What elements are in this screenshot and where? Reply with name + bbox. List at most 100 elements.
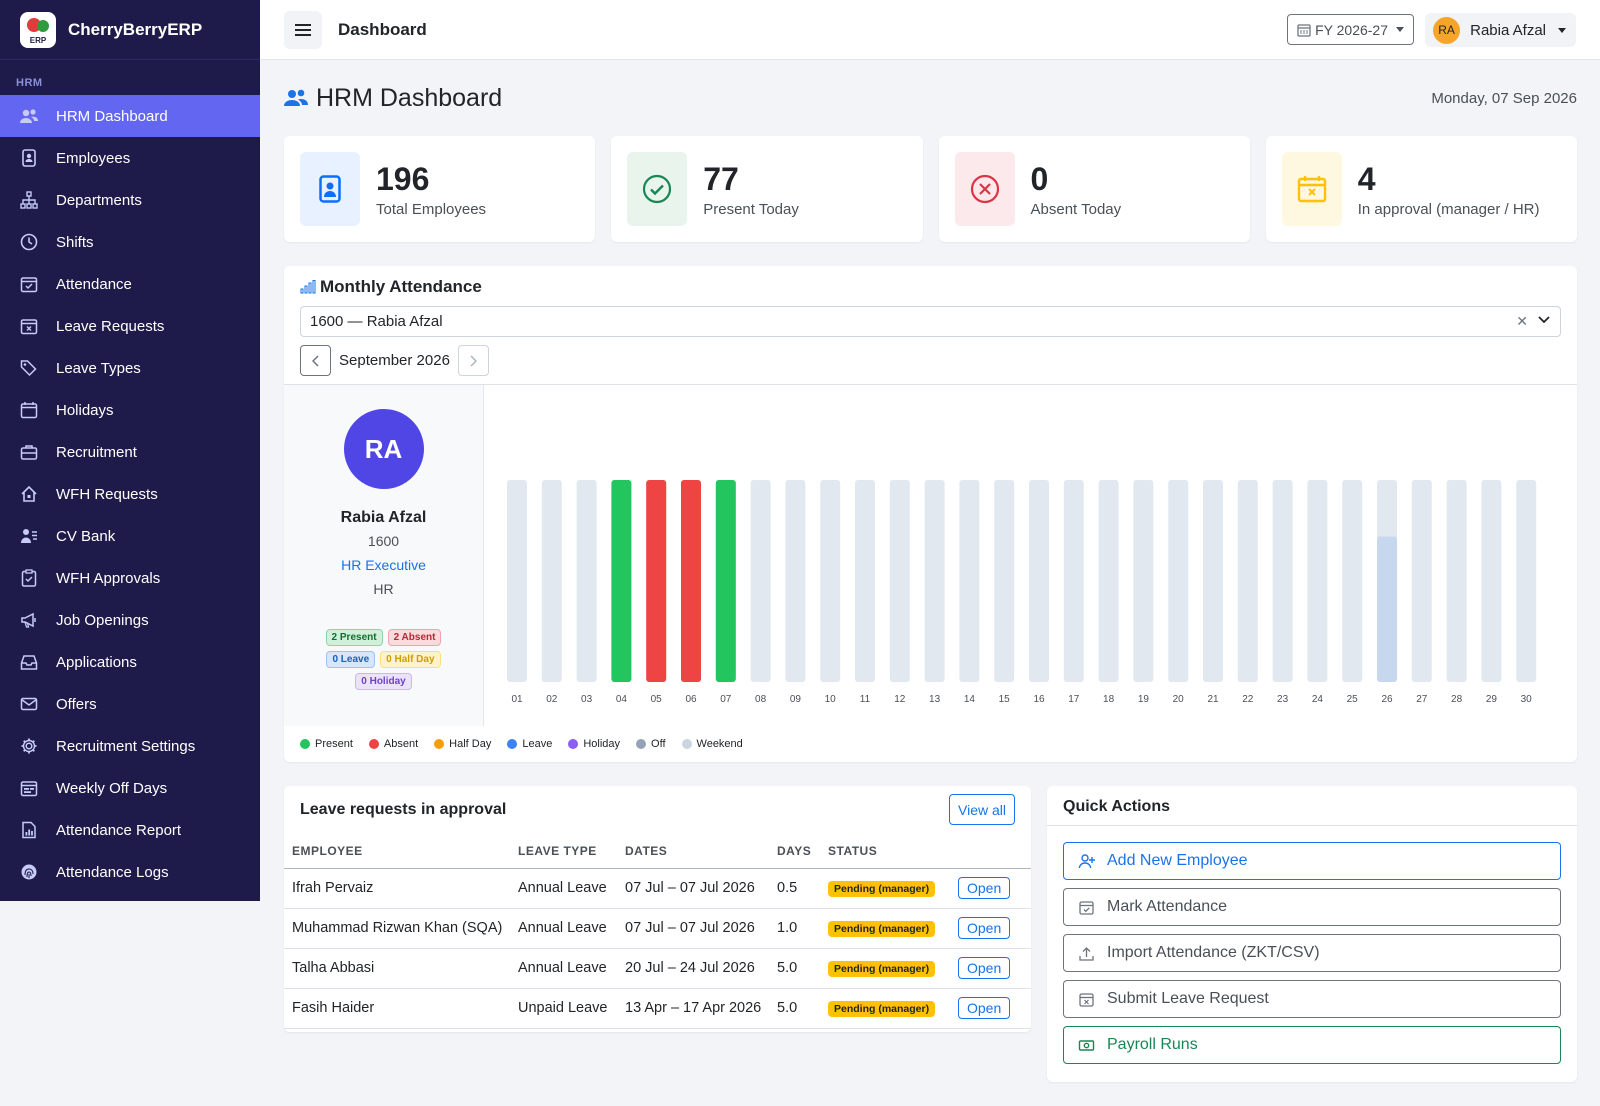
sidebar-item-recruitment[interactable]: Recruitment <box>0 431 260 473</box>
stat-label: Total Employees <box>376 200 487 218</box>
page-header: HRM Dashboard Monday, 07 Sep 2026 <box>284 60 1577 136</box>
stat-value: 0 <box>1030 160 1049 197</box>
menu-toggle-button[interactable] <box>284 10 322 49</box>
open-button[interactable]: Open <box>958 877 1011 899</box>
clear-icon[interactable]: ✕ <box>1516 313 1528 329</box>
user-name: Rabia Afzal <box>1470 21 1546 39</box>
open-button[interactable]: Open <box>958 957 1011 979</box>
bar-present-day-04[interactable] <box>611 480 632 682</box>
quick-action-label: Import Attendance (ZKT/CSV) <box>1107 944 1320 961</box>
sidebar-item-recruitment-settings[interactable]: Recruitment Settings <box>0 725 260 767</box>
x-tick-label: 27 <box>1416 694 1428 705</box>
halfday-count-badge: 0 Half Day <box>380 651 441 668</box>
brand[interactable]: ERP CherryBerryERP <box>0 0 260 60</box>
legend-swatch <box>568 739 579 749</box>
sidebar-item-departments[interactable]: Departments <box>0 179 260 221</box>
quick-action-payroll-runs-button[interactable]: Payroll Runs <box>1063 1026 1561 1064</box>
fiscal-year-select[interactable]: FY 2026-27 <box>1287 14 1414 45</box>
sidebar-item-label: WFH Approvals <box>56 569 161 587</box>
stat-icon-bg <box>627 152 688 226</box>
house-icon <box>21 485 37 502</box>
caret-down-icon <box>1396 27 1404 32</box>
stat-card-absent-today: 0 Absent Today <box>938 136 1250 242</box>
absent-count-badge: 2 Absent <box>387 629 442 646</box>
sidebar-item-hrm-dashboard[interactable]: HRM Dashboard <box>0 95 260 137</box>
cell-status: Pending (manager) <box>820 908 950 949</box>
sidebar-item-holidays[interactable]: Holidays <box>0 389 260 431</box>
sidebar-item-job-openings[interactable]: Job Openings <box>0 599 260 641</box>
gear-icon <box>21 738 37 754</box>
sidebar: ERP CherryBerryERP HRM HRM Dashboard Empl… <box>0 0 260 901</box>
bar-track <box>1411 480 1432 682</box>
sidebar-item-employees[interactable]: Employees <box>0 137 260 179</box>
prev-month-button[interactable] <box>300 345 331 376</box>
sidebar-item-label: Shifts <box>56 233 94 251</box>
status-badge: Pending (manager) <box>828 920 936 937</box>
clock-icon <box>20 233 38 251</box>
cell-employee: Talha Abbasi <box>284 948 510 989</box>
sidebar-item-wfh-requests[interactable]: WFH Requests <box>0 473 260 515</box>
stat-label: Absent Today <box>1030 200 1122 218</box>
users-icon <box>284 89 308 106</box>
attendance-body: RA Rabia Afzal 1600 HR Executive HR 2 Pr… <box>284 384 1577 726</box>
bar-partial-day-26[interactable] <box>1377 536 1397 682</box>
sidebar-item-cv-bank[interactable]: CV Bank <box>0 515 260 557</box>
table-row: Muhammad Rizwan Khan (SQA) Annual Leave 07… <box>284 908 1031 949</box>
quick-action-import-attendance-zkt-csv-button[interactable]: Import Attendance (ZKT/CSV) <box>1063 934 1561 972</box>
x-tick-label: 04 <box>616 694 628 705</box>
cell-days: 1.0 <box>769 908 820 949</box>
x-tick-label: 18 <box>1103 694 1115 705</box>
sidebar-item-attendance-report[interactable]: Attendance Report <box>0 809 260 851</box>
bar-track <box>1133 480 1154 682</box>
bar-present-day-07[interactable] <box>715 480 736 682</box>
attendance-chart: 01 02 03 04 05 06 07 08 09 10 11 12 13 14 15 16 17 18 19 20… <box>507 480 1537 705</box>
view-all-button[interactable]: View all <box>949 794 1015 825</box>
x-tick-label: 11 <box>860 694 871 705</box>
sidebar-item-label: Offers <box>56 695 97 713</box>
table-row: Talha Abbasi Annual Leave 20 Jul – 24 Jul … <box>284 948 1031 989</box>
employee-select[interactable]: 1600 — Rabia Afzal ✕ <box>300 306 1561 337</box>
sidebar-item-label: Employees <box>56 149 131 167</box>
employee-role: HR Executive <box>341 557 426 573</box>
legend-item-present: Present <box>300 738 353 750</box>
month-navigator: September 2026 <box>300 345 489 376</box>
sidebar-item-label: Holidays <box>56 401 114 419</box>
sidebar-item-shifts[interactable]: Shifts <box>0 221 260 263</box>
sidebar-item-label: Leave Requests <box>56 317 165 335</box>
table-row: Fasih Haider Unpaid Leave 13 Apr – 17 Apr … <box>284 988 1031 1029</box>
bar-track <box>820 480 841 682</box>
sidebar-item-leave-types[interactable]: Leave Types <box>0 347 260 389</box>
sidebar-item-offers[interactable]: Offers <box>0 683 260 725</box>
sidebar-item-leave-requests[interactable]: Leave Requests <box>0 305 260 347</box>
sidebar-item-attendance-logs[interactable]: Attendance Logs <box>0 851 260 893</box>
col-days: DAYS <box>769 834 820 869</box>
legend-label: Absent <box>383 738 419 750</box>
user-menu[interactable]: RA Rabia Afzal <box>1425 13 1576 47</box>
sidebar-item-weekly-off-days[interactable]: Weekly Off Days <box>0 767 260 809</box>
sidebar-item-attendance[interactable]: Attendance <box>0 263 260 305</box>
cell-status: Pending (manager) <box>820 948 950 989</box>
open-button[interactable]: Open <box>958 917 1011 939</box>
sidebar-item-label: Attendance Report <box>56 821 182 839</box>
chevron-down-icon <box>1538 316 1550 324</box>
quick-action-mark-attendance-button[interactable]: Mark Attendance <box>1063 888 1561 926</box>
id-badge-icon <box>319 175 341 203</box>
bar-track <box>889 480 910 682</box>
x-tick-label: 17 <box>1068 694 1080 705</box>
x-tick-label: 30 <box>1521 694 1533 705</box>
bar-absent-day-06[interactable] <box>681 480 701 682</box>
quick-action-add-new-employee-button[interactable]: Add New Employee <box>1063 842 1561 880</box>
quick-action-label: Submit Leave Request <box>1107 990 1269 1007</box>
status-badge: Pending (manager) <box>828 1000 936 1017</box>
legend-item-absent: Absent <box>368 738 419 750</box>
sidebar-item-wfh-approvals[interactable]: WFH Approvals <box>0 557 260 599</box>
open-button[interactable]: Open <box>958 997 1011 1019</box>
next-month-button[interactable] <box>457 345 489 376</box>
person-lines-icon <box>21 529 37 543</box>
sidebar-item-label: Job Openings <box>56 611 149 629</box>
sidebar-item-applications[interactable]: Applications <box>0 641 260 683</box>
bar-absent-day-05[interactable] <box>646 480 667 682</box>
x-tick-label: 26 <box>1381 694 1393 705</box>
quick-action-label: Add New Employee <box>1107 852 1248 869</box>
quick-action-submit-leave-request-button[interactable]: Submit Leave Request <box>1063 980 1561 1018</box>
